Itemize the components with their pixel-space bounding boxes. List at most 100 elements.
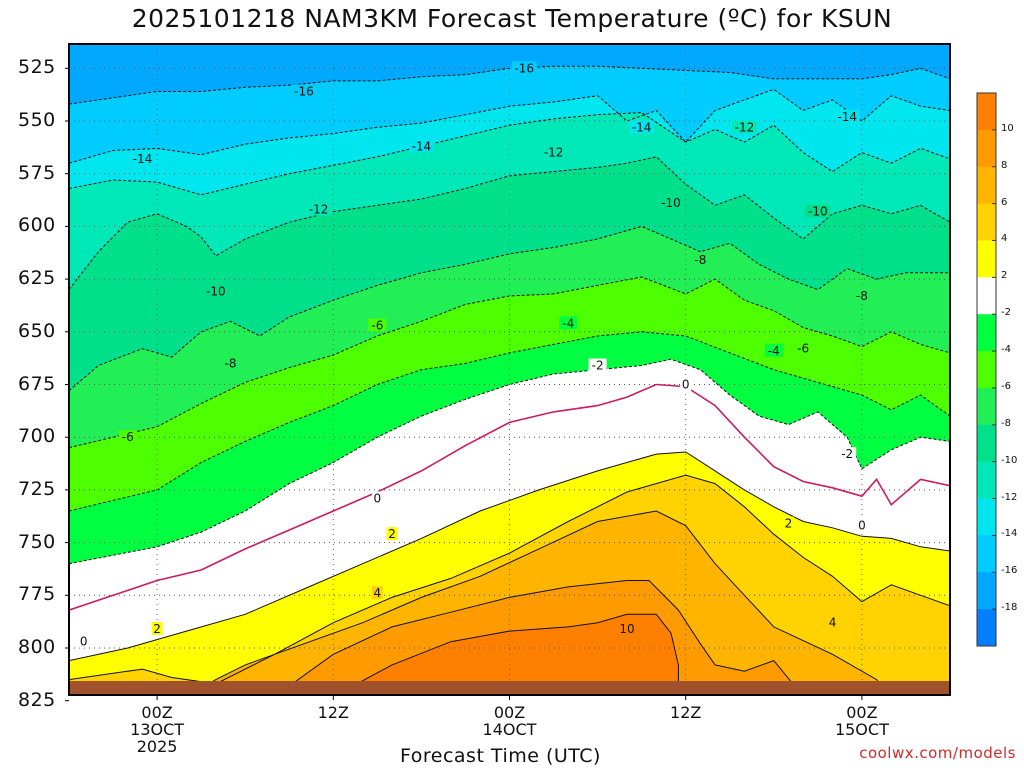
contour-label-bg bbox=[559, 316, 578, 330]
contour-label-bg bbox=[731, 120, 757, 134]
contour-label-bg bbox=[78, 634, 90, 648]
contour-label: 0 bbox=[80, 635, 88, 649]
contour-label-bg bbox=[306, 202, 332, 216]
colorbar-band bbox=[977, 93, 996, 131]
isotherm--4 bbox=[69, 331, 950, 512]
y-tick-label: 525 bbox=[18, 56, 56, 79]
isotherm-6 bbox=[188, 510, 891, 695]
y-tick-label: 625 bbox=[18, 267, 56, 290]
contour-label-bg bbox=[856, 518, 868, 532]
x-tick-label: 12Z bbox=[670, 703, 702, 722]
contour-label-bg bbox=[827, 615, 839, 629]
contour-label: 0 bbox=[374, 491, 382, 505]
contour-label: -8 bbox=[694, 253, 706, 267]
y-tick-label: 575 bbox=[18, 161, 56, 184]
y-tick-label: 600 bbox=[18, 214, 56, 237]
contour-label-bg bbox=[371, 586, 383, 600]
credit-text: coolwx.com/models bbox=[859, 744, 1016, 762]
contour-label: 4 bbox=[829, 616, 837, 630]
colorbar-band bbox=[977, 535, 996, 573]
colorbar-label: 4 bbox=[1001, 233, 1008, 245]
contour-label: 2 bbox=[153, 622, 161, 636]
contour-label-bg bbox=[368, 318, 387, 332]
colorbar-label: 6 bbox=[1001, 196, 1008, 208]
colorbar-band bbox=[977, 240, 996, 278]
contour-label-bg bbox=[617, 622, 636, 636]
contour-label: -4 bbox=[768, 344, 780, 358]
isotherm--8 bbox=[69, 225, 950, 392]
colorbar-band bbox=[977, 277, 996, 315]
contour-label-bg bbox=[118, 430, 137, 444]
isotherm-2 bbox=[69, 451, 950, 662]
colorbar-label: 2 bbox=[1001, 270, 1008, 282]
contour-label: -4 bbox=[562, 316, 574, 330]
colorbar-band bbox=[977, 203, 996, 241]
isotherm-4 bbox=[69, 474, 950, 685]
contour-label: -14 bbox=[632, 120, 652, 134]
x-axis-label: Forecast Time (UTC) bbox=[400, 745, 601, 767]
contour-label-bg bbox=[794, 341, 813, 355]
contour-label-bg bbox=[658, 196, 684, 210]
contour-label-bg bbox=[291, 84, 317, 98]
colorbar-label: -8 bbox=[1001, 417, 1011, 429]
colorbar-band bbox=[977, 387, 996, 426]
contour-label: -12 bbox=[735, 120, 755, 134]
colorbar-label: -12 bbox=[1001, 491, 1018, 503]
y-tick-label: 550 bbox=[18, 109, 56, 131]
contour-label: -6 bbox=[371, 318, 383, 332]
contour-label: -6 bbox=[122, 430, 134, 444]
contour-label: -2 bbox=[592, 359, 604, 373]
colorbar-label: 8 bbox=[1001, 159, 1008, 171]
colorbar-band bbox=[977, 461, 996, 500]
contour-label-bg bbox=[838, 447, 857, 461]
contour-label: 4 bbox=[374, 586, 382, 600]
band-above-10 bbox=[336, 614, 679, 695]
x-tick-label: 00Z 15OCT bbox=[834, 703, 889, 739]
contour-label-bg bbox=[203, 284, 229, 298]
contour-label-bg bbox=[629, 120, 655, 134]
colorbar-band bbox=[977, 129, 996, 168]
x-tick-label: 00Z 13OCT 2025 bbox=[130, 703, 185, 756]
colorbar-label: -16 bbox=[1001, 565, 1018, 577]
contour-label: -10 bbox=[808, 205, 828, 219]
y-tick-label: 650 bbox=[18, 319, 56, 342]
contour-label: -8 bbox=[856, 289, 868, 303]
contour-label: -16 bbox=[294, 84, 314, 98]
isotherm-0 bbox=[69, 383, 950, 611]
contour-label-bg bbox=[691, 253, 710, 267]
contour-label-bg bbox=[371, 491, 383, 505]
y-tick-label: 800 bbox=[18, 636, 56, 658]
contour-label: 0 bbox=[858, 519, 866, 533]
contour-label: 2 bbox=[388, 527, 396, 541]
contour-label-bg bbox=[852, 288, 871, 302]
ground-layer bbox=[70, 681, 949, 695]
contour-label: -6 bbox=[797, 342, 809, 356]
colorbar-label: -4 bbox=[1001, 344, 1011, 356]
isotherm--2 bbox=[69, 358, 950, 565]
contour-label: 0 bbox=[682, 378, 690, 392]
contour-label: -14 bbox=[133, 152, 153, 166]
contour-label-bg bbox=[129, 151, 155, 165]
contour-label-bg bbox=[408, 139, 434, 153]
colorbar-band bbox=[977, 166, 996, 205]
contour-label: -16 bbox=[514, 61, 534, 75]
contour-label: -14 bbox=[412, 139, 432, 153]
contour-label: -12 bbox=[544, 146, 564, 160]
contour-label-bg bbox=[764, 343, 783, 357]
y-tick-label: 750 bbox=[18, 530, 56, 553]
contour-label: 2 bbox=[785, 517, 793, 531]
y-tick-label: 675 bbox=[18, 372, 56, 395]
colorbar-label: -6 bbox=[1001, 380, 1011, 392]
colorbar-frame bbox=[976, 92, 997, 647]
colorbar-band bbox=[977, 314, 996, 352]
isotherm-8 bbox=[275, 580, 803, 695]
colorbar-label: 10 bbox=[1001, 122, 1014, 134]
colorbar-band bbox=[977, 351, 996, 389]
contour-label: 10 bbox=[619, 622, 634, 636]
isotherm--6 bbox=[69, 276, 950, 449]
isotherm--12 bbox=[69, 112, 950, 196]
colorbar-label: -2 bbox=[1001, 307, 1011, 319]
isotherm--16 bbox=[69, 65, 950, 105]
contour-label-bg bbox=[386, 527, 398, 541]
